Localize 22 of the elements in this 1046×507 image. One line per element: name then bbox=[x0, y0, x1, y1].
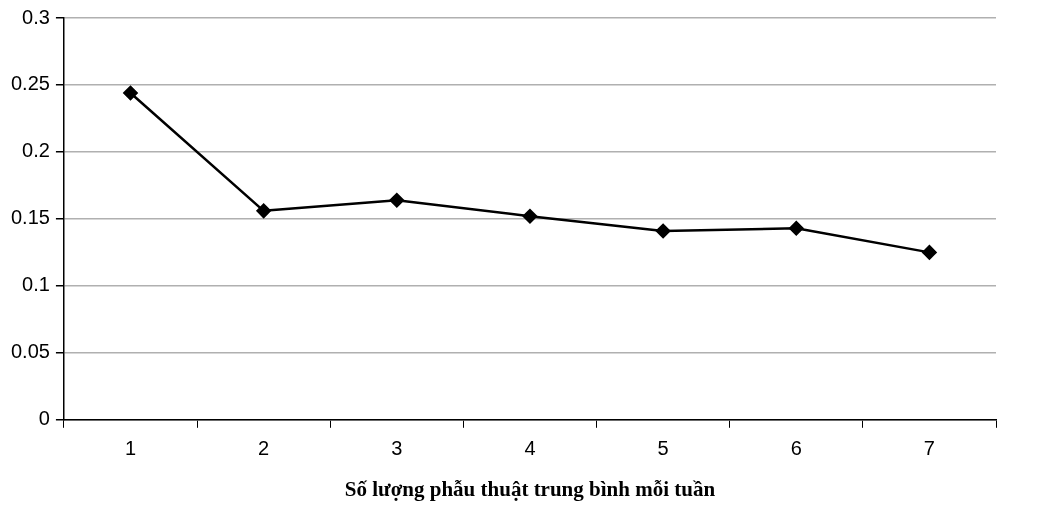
x-tick-label: 1 bbox=[124, 437, 137, 460]
x-tick-label: 3 bbox=[391, 437, 403, 460]
x-tick-label: 2 bbox=[258, 437, 270, 460]
y-tick-label: 0 bbox=[38, 407, 50, 430]
point bbox=[789, 221, 804, 236]
point bbox=[655, 223, 671, 239]
point bbox=[389, 192, 405, 208]
y-tick-label: 0.1 bbox=[22, 273, 50, 296]
point bbox=[123, 85, 138, 101]
x-tick-label: 4 bbox=[524, 437, 536, 460]
y-tick-label: 0.3 bbox=[22, 5, 50, 28]
y-tick-label: 0.25 bbox=[10, 72, 50, 95]
y-tick-label: 0.15 bbox=[10, 206, 50, 229]
x-tick-label: 6 bbox=[790, 437, 802, 460]
point bbox=[256, 203, 271, 219]
y-tick-label: 0.2 bbox=[22, 139, 50, 162]
x-tick-label: 5 bbox=[657, 437, 669, 460]
x-tick-label: 7 bbox=[923, 437, 935, 460]
point bbox=[522, 208, 538, 224]
x-axis-title: Số lượng phẫu thuật trung bình mỗi tuần bbox=[344, 476, 716, 501]
point bbox=[922, 245, 937, 260]
y-tick-label: 0.05 bbox=[10, 340, 50, 363]
